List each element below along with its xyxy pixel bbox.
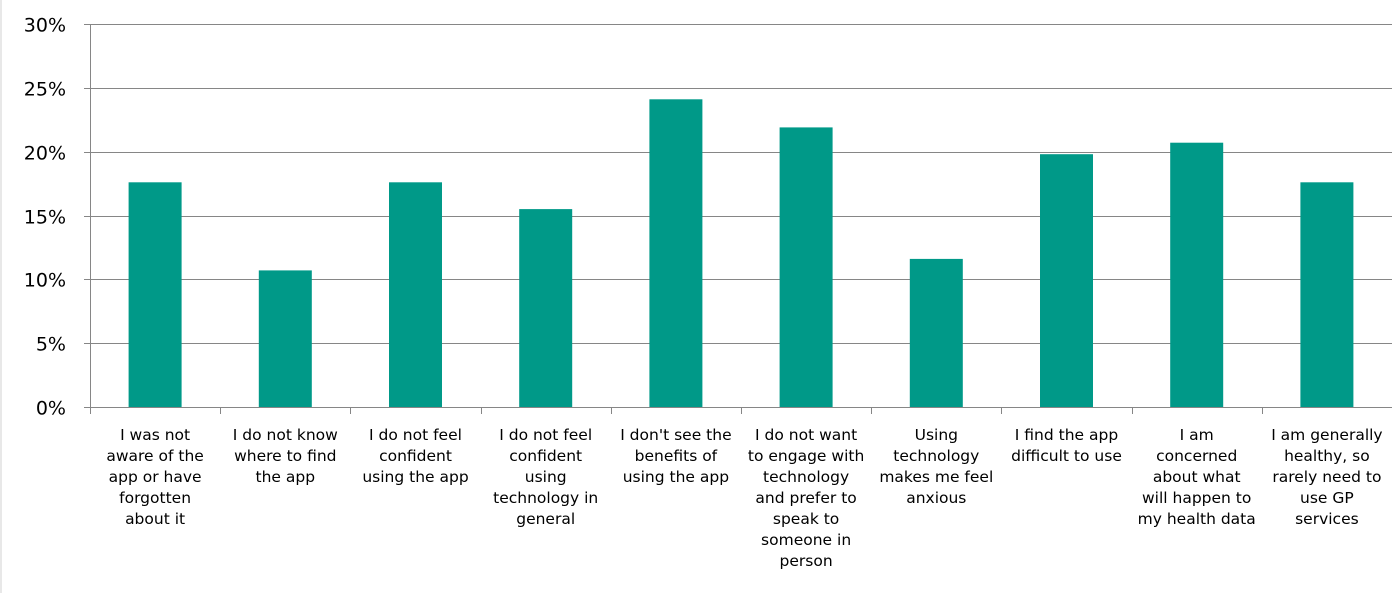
bar: [389, 182, 442, 407]
category-label-line: I am generally: [1271, 426, 1382, 444]
category-label: I do not feel confident using technology in…: [493, 426, 598, 528]
category-label-line: confident: [509, 447, 582, 465]
category-label: I do not know where to find the app: [233, 426, 338, 486]
category-label: Using technology makes me feel anxious: [879, 426, 993, 507]
category-label-line: I do not know: [233, 426, 338, 444]
category-label-line: technology: [893, 447, 979, 465]
category-label-line: rarely need to: [1272, 468, 1381, 486]
category-label-line: my health data: [1138, 510, 1256, 528]
bar: [649, 99, 703, 408]
y-tick-label: 5%: [36, 334, 66, 356]
category-label-line: forgotten: [119, 489, 191, 507]
category-label-line: about it: [125, 510, 185, 528]
category-label-line: I do not feel: [499, 426, 592, 444]
category-label: I am generally healthy, so rarely need to u…: [1271, 426, 1382, 528]
category-label: I was not aware of the app or have forgotte…: [106, 426, 203, 528]
category-label: I do not want to engage with technology and…: [748, 426, 864, 570]
y-tick-label: 10%: [24, 270, 66, 292]
category-label: I don't see the benefits of using the app: [620, 426, 731, 486]
category-label-line: speak to: [773, 510, 839, 528]
category-label-line: technology in: [493, 489, 598, 507]
category-label-line: and prefer to: [755, 489, 856, 507]
category-label-line: confident: [379, 447, 452, 465]
category-label-line: about what: [1153, 468, 1241, 486]
category-label-line: I don't see the: [620, 426, 731, 444]
bar: [1040, 154, 1093, 407]
category-label-line: to engage with: [748, 447, 864, 465]
category-label-line: using: [525, 468, 567, 486]
bar: [909, 258, 963, 407]
bar: [1300, 182, 1354, 407]
category-label-line: using the app: [362, 468, 468, 486]
category-label-line: healthy, so: [1284, 447, 1370, 465]
category-label-line: person: [780, 552, 833, 570]
y-tick-label: 30%: [24, 15, 66, 37]
category-label-line: someone in: [761, 531, 851, 549]
category-label: I do not feel confident using the app: [362, 426, 468, 486]
bar: [1170, 142, 1224, 407]
category-label-line: anxious: [906, 489, 966, 507]
y-tick-label: 15%: [24, 207, 66, 229]
category-label: I find the app difficult to use: [1011, 426, 1122, 465]
category-label-line: I am: [1180, 426, 1214, 444]
category-label-line: the app: [256, 468, 316, 486]
category-label: I am concerned about what will happen to my …: [1138, 426, 1256, 528]
bar: [128, 182, 182, 407]
category-label-line: using the app: [623, 468, 729, 486]
category-label-line: difficult to use: [1011, 447, 1122, 465]
category-label-line: will happen to: [1142, 489, 1251, 507]
y-tick-label: 20%: [24, 143, 66, 165]
category-label-line: I do not feel: [369, 426, 462, 444]
category-label-line: I do not want: [755, 426, 857, 444]
category-label-line: app or have: [109, 468, 202, 486]
category-label-line: concerned: [1156, 447, 1237, 465]
bar: [519, 209, 573, 407]
category-label-line: I was not: [120, 426, 190, 444]
category-label-line: benefits of: [635, 447, 718, 465]
category-label-line: where to find: [234, 447, 336, 465]
y-tick-label: 0%: [36, 398, 66, 420]
category-label-line: use GP: [1300, 489, 1354, 507]
category-label-line: technology: [763, 468, 849, 486]
category-label-line: makes me feel: [879, 468, 993, 486]
category-label-line: Using: [915, 426, 958, 444]
bar: [258, 270, 312, 407]
y-tick-label: 25%: [24, 79, 66, 101]
category-label-line: I find the app: [1015, 426, 1118, 444]
category-label-line: aware of the: [106, 447, 203, 465]
bar: [779, 127, 833, 408]
category-label-line: services: [1295, 510, 1359, 528]
category-label-line: general: [516, 510, 575, 528]
